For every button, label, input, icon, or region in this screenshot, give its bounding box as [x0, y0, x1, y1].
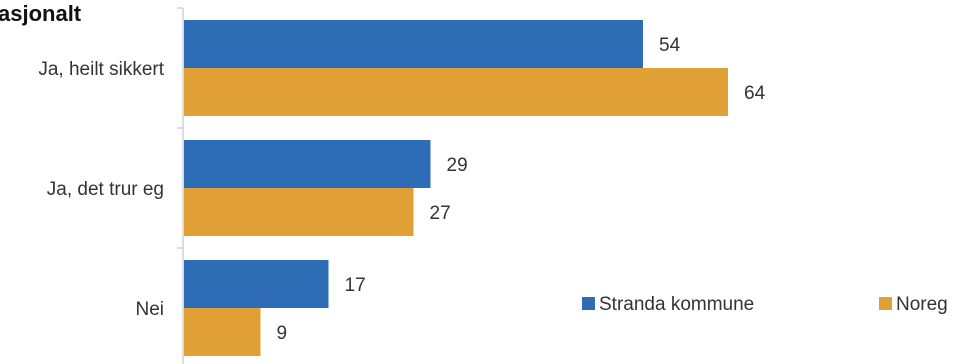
legend-label-stranda-kommune: Stranda kommune	[599, 294, 754, 315]
bars	[184, 20, 728, 356]
bar-stranda-kommune-ja-det-trur-eg	[184, 140, 431, 188]
value-label-stranda-kommune-ja-det-trur-eg: 29	[447, 155, 468, 176]
bar-stranda-kommune-ja-heilt-sikkert	[184, 20, 643, 68]
legend-swatch-stranda-kommune	[582, 297, 595, 310]
value-label-stranda-kommune-ja-heilt-sikkert: 54	[659, 35, 681, 56]
value-label-stranda-kommune-nei: 17	[345, 275, 366, 296]
legend-label-noreg: Noreg	[896, 294, 948, 315]
category-axis	[177, 7, 184, 364]
category-label-ja-heilt-sikkert: Ja, heilt sikkert	[38, 59, 164, 80]
bar-noreg-ja-heilt-sikkert	[184, 68, 728, 116]
chart-title: asjonalt	[0, 1, 82, 26]
bar-noreg-nei	[184, 308, 261, 356]
value-label-noreg-nei: 9	[277, 323, 288, 344]
bar-noreg-ja-det-trur-eg	[184, 188, 414, 236]
category-label-ja-det-trur-eg: Ja, det trur eg	[47, 179, 164, 200]
value-label-noreg-ja-heilt-sikkert: 64	[744, 83, 766, 104]
value-label-noreg-ja-det-trur-eg: 27	[430, 203, 451, 224]
legend: Stranda kommune Noreg	[582, 294, 948, 315]
labels: Ja, heilt sikkert 54 64 Ja, det trur eg 29 27…	[38, 35, 765, 344]
legend-swatch-noreg	[879, 297, 892, 310]
category-label-nei: Nei	[135, 299, 164, 320]
bar-stranda-kommune-nei	[184, 260, 329, 308]
